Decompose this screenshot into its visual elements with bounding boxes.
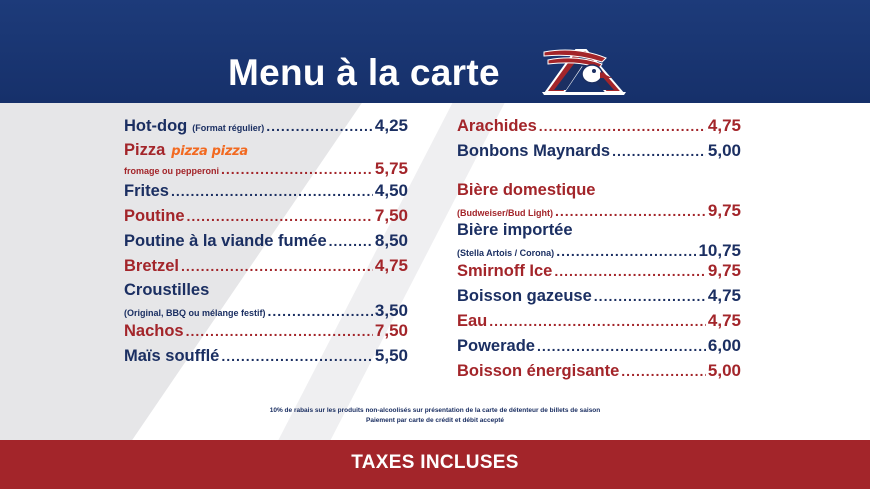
item-price: 7,50 xyxy=(374,206,408,225)
item-price: 3,50 xyxy=(374,301,408,320)
item-name: Bonbons Maynards xyxy=(457,142,611,160)
page-title: Menu à la carte xyxy=(228,52,500,93)
payment-note: Paiement par carte de crédit et débit ac… xyxy=(366,417,504,424)
menu-item: Poutine 7,50 xyxy=(124,206,408,228)
item-name: Poutine xyxy=(124,207,185,225)
item-leader xyxy=(221,348,373,364)
item-leader xyxy=(171,183,373,199)
item-leader xyxy=(539,118,706,134)
item-leader xyxy=(186,323,373,339)
item-note: (Original, BBQ ou mélange festif) xyxy=(124,308,266,318)
item-price: 5,00 xyxy=(707,361,741,380)
menu-item: Boisson énergisante 5,00 xyxy=(457,361,741,383)
menu-item: Powerade 6,00 xyxy=(457,336,741,358)
menu-item: Nachos 7,50 xyxy=(124,321,408,343)
item-note: fromage ou pepperoni xyxy=(124,166,220,176)
menu-item: Hot-dog (Format régulier) 4,25 xyxy=(124,116,408,138)
item-price: 4,75 xyxy=(707,311,741,330)
item-leader xyxy=(594,288,706,304)
menu-item: Bière importée (Stella Artois / Corona) … xyxy=(457,221,741,261)
item-leader xyxy=(555,203,706,219)
menu-item: Boisson gazeuse 4,75 xyxy=(457,286,741,308)
item-leader xyxy=(556,243,696,259)
item-name: Hot-dog xyxy=(124,117,188,135)
item-name: Bière importée xyxy=(457,221,573,239)
item-leader xyxy=(187,208,373,224)
item-price: 7,50 xyxy=(374,321,408,340)
item-price: 6,00 xyxy=(707,336,741,355)
item-name: Frites xyxy=(124,182,169,200)
menu-item: Maïs soufflé 5,50 xyxy=(124,346,408,368)
item-leader xyxy=(268,303,373,319)
item-name: Pizza xyxy=(124,141,166,159)
discount-note: 10% de rabais sur les produits non-alcoo… xyxy=(269,407,601,414)
menu-item: Frites 4,50 xyxy=(124,181,408,203)
item-leader xyxy=(221,161,373,177)
item-price: 5,50 xyxy=(374,346,408,365)
item-price: 8,50 xyxy=(374,231,408,250)
item-name: Arachides xyxy=(457,117,537,135)
menu-item: Eau 4,75 xyxy=(457,311,741,333)
item-price: 4,25 xyxy=(374,116,408,135)
item-price: 10,75 xyxy=(698,241,741,260)
menu-item: Croustilles (Original, BBQ ou mélange fe… xyxy=(124,281,408,321)
menu-item: Bonbons Maynards 5,00 xyxy=(457,141,741,163)
menu-item: Arachides 4,75 xyxy=(457,116,741,138)
item-price: 4,50 xyxy=(374,181,408,200)
item-leader xyxy=(266,118,373,134)
item-leader xyxy=(329,233,373,249)
item-name: Boisson énergisante xyxy=(457,362,620,380)
menu-item: Bretzel 4,75 xyxy=(124,256,408,278)
item-name: Bière domestique xyxy=(457,181,596,199)
item-name: Poutine à la viande fumée xyxy=(124,232,327,250)
item-name: Croustilles xyxy=(124,281,210,299)
item-note: (Stella Artois / Corona) xyxy=(457,248,555,258)
alouettes-logo-icon xyxy=(542,49,626,95)
item-price: 5,00 xyxy=(707,141,741,160)
item-price: 4,75 xyxy=(707,286,741,305)
item-price: 4,75 xyxy=(374,256,408,275)
pizza-pizza-logo: pizza pizza xyxy=(171,144,248,159)
item-leader xyxy=(181,258,373,274)
item-leader xyxy=(621,363,706,379)
item-name: Nachos xyxy=(124,322,184,340)
item-leader xyxy=(489,313,706,329)
item-name: Maïs soufflé xyxy=(124,347,220,365)
item-name: Smirnoff Ice xyxy=(457,262,553,280)
item-note: (Budweiser/Bud Light) xyxy=(457,208,553,218)
footer-banner: TAXES INCLUSES xyxy=(0,440,870,489)
item-name: Powerade xyxy=(457,337,535,355)
item-price: 9,75 xyxy=(707,201,741,220)
item-note: (Format régulier) xyxy=(192,123,265,133)
menu-item: Poutine à la viande fumée 8,50 xyxy=(124,231,408,253)
item-leader xyxy=(537,338,706,354)
item-name: Boisson gazeuse xyxy=(457,287,592,305)
menu-item: Pizza pizza pizza fromage ou pepperoni 5… xyxy=(124,141,408,179)
item-price: 4,75 xyxy=(707,116,741,135)
item-name: Bretzel xyxy=(124,257,180,275)
item-leader xyxy=(554,263,706,279)
header-banner xyxy=(0,0,870,103)
item-price: 9,75 xyxy=(707,261,741,280)
item-name: Eau xyxy=(457,312,488,330)
footer-label: TAXES INCLUSES xyxy=(351,451,519,473)
item-leader xyxy=(612,143,706,159)
item-price: 5,75 xyxy=(374,159,408,178)
menu-item: Smirnoff Ice 9,75 xyxy=(457,261,741,283)
menu-item: Bière domestique (Budweiser/Bud Light) 9… xyxy=(457,181,741,221)
